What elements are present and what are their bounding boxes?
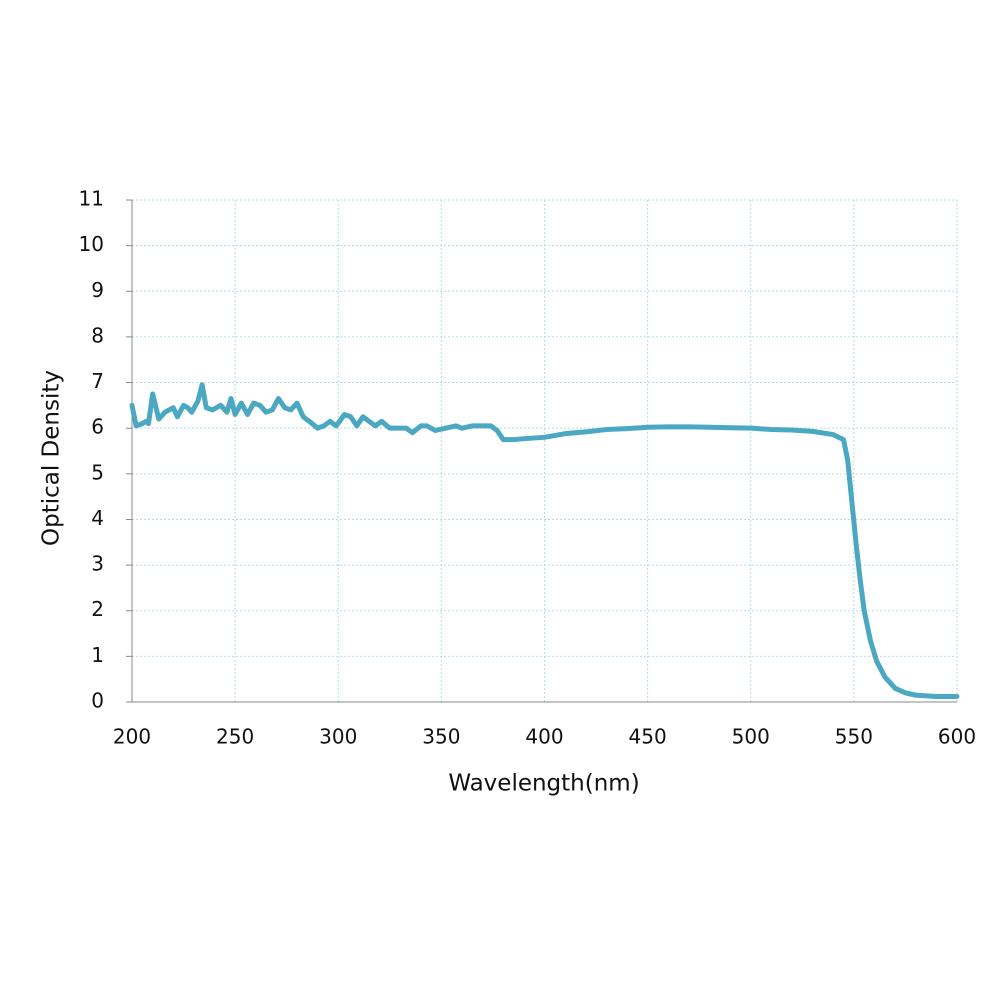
x-tick-label: 300 [319, 725, 357, 749]
y-tick-label: 9 [91, 278, 104, 302]
x-tick-label: 550 [835, 725, 873, 749]
x-tick-label: 600 [938, 725, 976, 749]
y-tick-label: 11 [79, 187, 104, 211]
y-tick-label: 10 [79, 232, 104, 256]
y-tick-label: 6 [91, 415, 104, 439]
y-tick-label: 3 [91, 552, 104, 576]
y-tick-label: 0 [91, 689, 104, 713]
x-tick-label: 500 [732, 725, 770, 749]
x-tick-label: 400 [525, 725, 563, 749]
y-tick-label: 1 [91, 643, 104, 667]
x-axis-title: Wavelength(nm) [448, 771, 639, 797]
x-tick-label: 350 [422, 725, 460, 749]
y-tick-label: 4 [91, 506, 104, 530]
y-tick-label: 8 [91, 323, 104, 347]
x-tick-label: 200 [113, 725, 151, 749]
y-axis-title: Optical Density [39, 370, 65, 546]
y-tick-label: 5 [91, 460, 104, 484]
x-tick-label: 450 [629, 725, 667, 749]
y-tick-label: 2 [91, 597, 104, 621]
y-tick-label: 7 [91, 369, 104, 393]
x-tick-label: 250 [216, 725, 254, 749]
data-line [129, 382, 960, 700]
